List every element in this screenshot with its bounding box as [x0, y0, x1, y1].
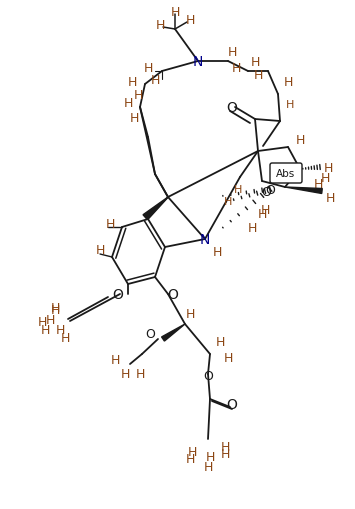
Text: H: H — [155, 18, 165, 32]
Text: H: H — [37, 315, 47, 328]
Text: H: H — [212, 245, 222, 258]
Text: H: H — [313, 178, 323, 191]
FancyBboxPatch shape — [270, 164, 302, 184]
Text: H: H — [143, 62, 153, 74]
Text: H: H — [187, 445, 197, 459]
Text: H: H — [323, 161, 333, 174]
Polygon shape — [285, 188, 322, 194]
Text: H: H — [110, 353, 120, 366]
Text: H: H — [185, 308, 195, 321]
Text: H: H — [129, 111, 139, 124]
Text: H: H — [45, 313, 55, 326]
Text: H: H — [127, 75, 137, 89]
Text: H: H — [50, 303, 60, 316]
Text: H: H — [295, 133, 305, 146]
Text: H: H — [40, 323, 50, 336]
Text: O: O — [145, 328, 155, 341]
Text: O: O — [203, 370, 213, 383]
Text: H: H — [223, 351, 233, 364]
Text: O: O — [226, 397, 237, 411]
Text: H: H — [320, 171, 330, 184]
Text: O: O — [261, 186, 271, 199]
Text: H: H — [250, 55, 260, 68]
Text: Abs: Abs — [277, 168, 296, 179]
Text: H: H — [120, 368, 130, 381]
Text: H: H — [234, 185, 242, 194]
Text: H: H — [224, 196, 232, 207]
Text: H: H — [231, 62, 241, 74]
Text: H: H — [170, 6, 180, 18]
Text: H: H — [150, 73, 160, 87]
Text: H: H — [325, 191, 335, 204]
Text: H: H — [105, 218, 115, 231]
Text: O: O — [168, 288, 179, 301]
Text: H: H — [220, 441, 230, 454]
Text: H: H — [55, 323, 65, 336]
Text: H: H — [203, 461, 213, 473]
Text: H: H — [220, 447, 230, 461]
Text: N: N — [193, 55, 203, 69]
Text: H: H — [205, 450, 215, 464]
Text: H: H — [257, 208, 267, 221]
Text: H: H — [95, 243, 105, 256]
Text: H: H — [253, 68, 263, 81]
Polygon shape — [162, 324, 185, 342]
Text: H: H — [286, 100, 294, 110]
Text: N: N — [200, 233, 210, 246]
Text: H: H — [135, 368, 145, 381]
Text: H: H — [123, 96, 133, 109]
Text: O: O — [226, 101, 237, 115]
Text: H: H — [283, 75, 293, 89]
Text: O: O — [113, 288, 124, 301]
Text: H: H — [247, 221, 257, 234]
Text: H: H — [260, 203, 270, 216]
Text: H: H — [215, 336, 225, 349]
Text: H: H — [185, 13, 195, 26]
Text: H: H — [50, 301, 60, 314]
Text: H: H — [227, 45, 237, 59]
Polygon shape — [143, 197, 168, 220]
Text: H: H — [60, 331, 70, 344]
Text: H: H — [133, 89, 143, 101]
Text: H: H — [185, 453, 195, 466]
Text: O: O — [265, 183, 275, 196]
